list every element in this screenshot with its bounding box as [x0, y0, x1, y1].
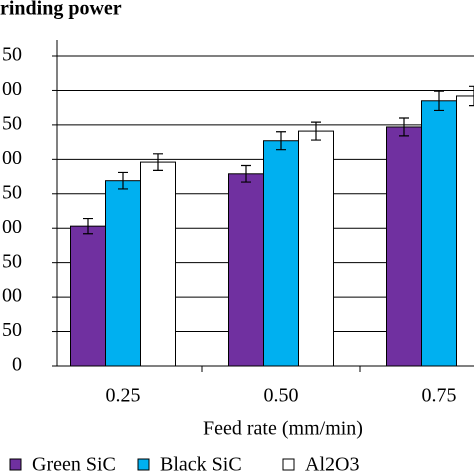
error-bar: [469, 85, 474, 107]
bar: [228, 173, 264, 367]
legend-swatch: [9, 458, 22, 471]
x-tick-label: 0.25: [106, 385, 141, 407]
y-tick-label: 50: [2, 112, 22, 134]
y-tick-label: 00: [2, 216, 22, 238]
error-bar: [434, 90, 444, 112]
bar: [456, 95, 474, 367]
bar: [421, 100, 457, 367]
error-bar: [83, 217, 93, 235]
legend-swatch: [137, 458, 150, 471]
error-bar: [311, 121, 321, 141]
y-tick-label: 0: [12, 354, 22, 376]
bar: [105, 180, 141, 367]
error-bar: [153, 153, 163, 171]
legend-label: Green SiC: [32, 454, 116, 474]
bar: [386, 126, 422, 367]
error-bar: [276, 131, 286, 151]
bar: [298, 130, 334, 367]
y-tick-label: 00: [2, 78, 22, 100]
x-axis-title: Feed rate (mm/min): [203, 418, 363, 440]
legend-swatch: [282, 458, 295, 471]
bar: [263, 140, 299, 367]
legend-label: Al2O3: [305, 454, 359, 474]
x-tick-label: 0.75: [422, 385, 457, 407]
y-tick-label: 50: [2, 319, 22, 341]
y-tick-label: 50: [2, 181, 22, 203]
error-bar: [399, 117, 409, 137]
legend-label: Black SiC: [160, 454, 242, 474]
chart-title: rinding power: [0, 0, 122, 20]
error-bar: [241, 164, 251, 183]
y-tick-label: 50: [2, 250, 22, 272]
bar: [140, 161, 176, 367]
x-tick-label: 0.50: [264, 385, 299, 407]
y-tick-label: 00: [2, 147, 22, 169]
y-tick-label: 00: [2, 285, 22, 307]
bar: [70, 225, 106, 367]
y-tick-label: 50: [2, 44, 22, 66]
error-bar: [118, 171, 128, 190]
